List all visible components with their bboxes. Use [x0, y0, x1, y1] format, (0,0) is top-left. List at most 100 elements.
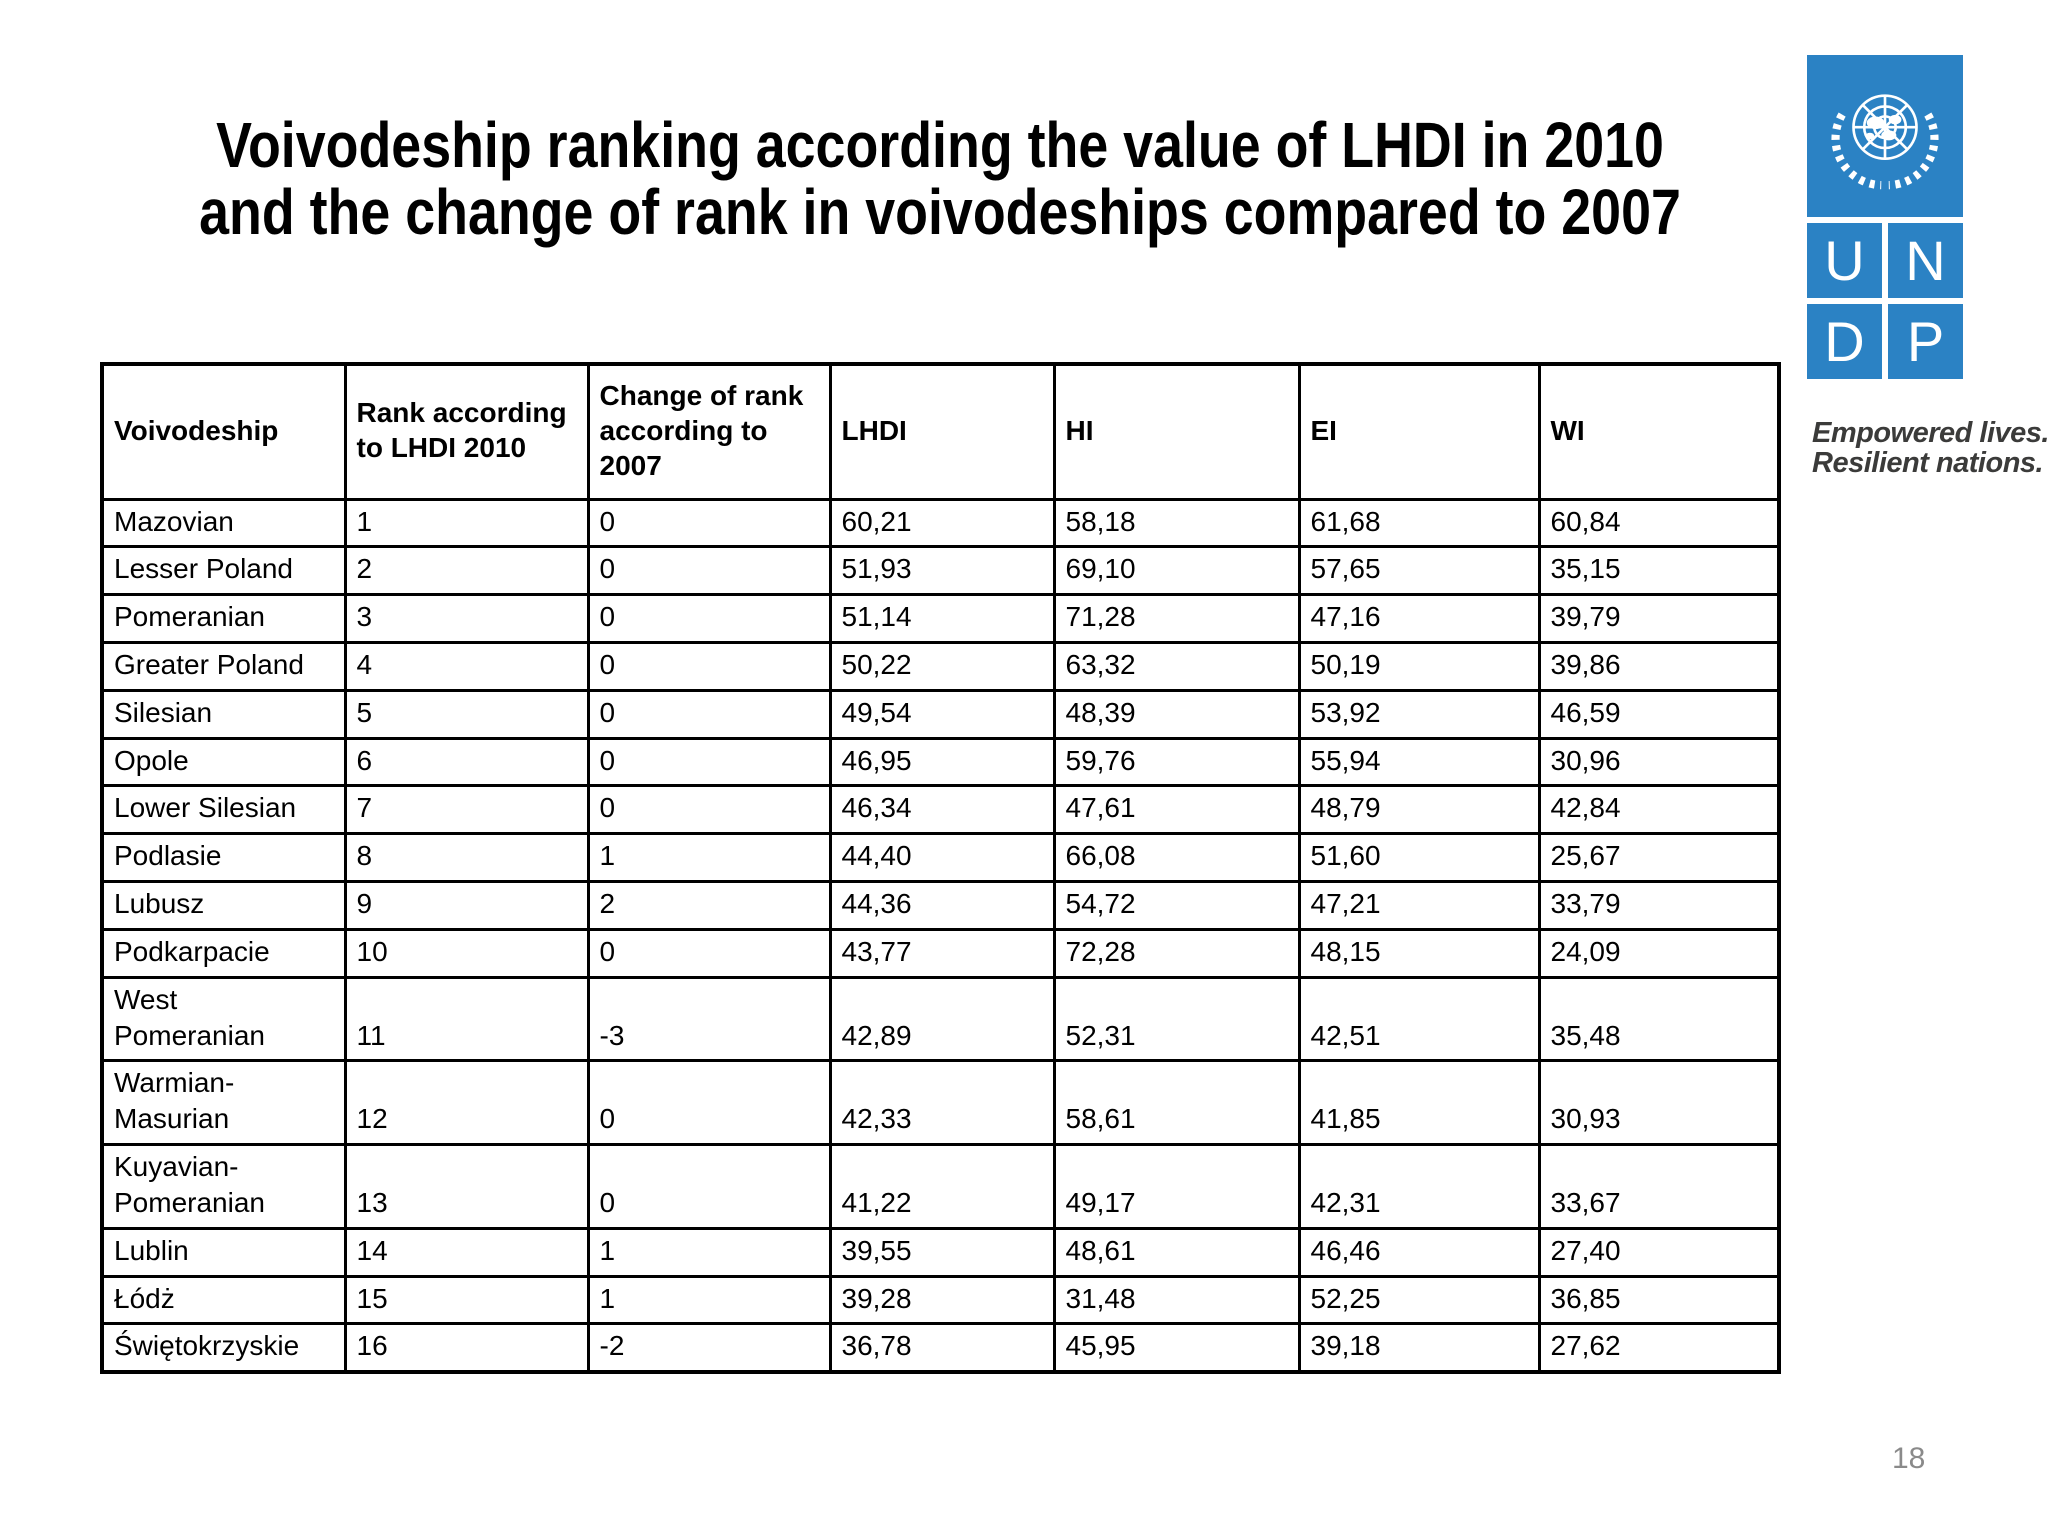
- cell-lhdi: 39,28: [828, 1274, 1056, 1326]
- cell-lhdi: 51,14: [828, 593, 1056, 644]
- cell-rank: 15: [343, 1274, 590, 1326]
- cell-change: -3: [586, 975, 832, 1063]
- cell-change: 0: [586, 593, 832, 644]
- cell-voivodeship: Greater Poland: [100, 640, 347, 692]
- cell-ei: 42,51: [1297, 975, 1541, 1063]
- table-row: Podlasie 8 1 44,40 66,08 51,60 25,67: [100, 832, 1781, 884]
- cell-lhdi: 60,21: [828, 497, 1056, 549]
- cell-rank: 5: [343, 688, 590, 740]
- table-row: Lower Silesian 7 0 46,34 47,61 48,79 42,84: [100, 784, 1781, 836]
- table-row: Greater Poland 4 0 50,22 63,32 50,19 39,86: [100, 640, 1781, 692]
- undp-letter-u: U: [1807, 223, 1882, 298]
- cell-ei: 47,21: [1297, 880, 1541, 931]
- cell-change: 1: [586, 832, 832, 884]
- cell-change: 0: [586, 1143, 832, 1230]
- cell-voivodeship: Świętokrzyskie: [100, 1322, 347, 1374]
- undp-tagline-line2: Resilient nations.: [1812, 447, 2044, 479]
- cell-ei: 51,60: [1297, 832, 1541, 884]
- header-rank: Rank according to LHDI 2010: [343, 362, 590, 501]
- cell-ei: 52,25: [1297, 1274, 1541, 1326]
- header-change: Change of rank according to 2007: [586, 362, 832, 501]
- slide-title-line1: Voivodeship ranking according the value …: [216, 109, 1664, 181]
- cell-wi: 35,15: [1537, 545, 1781, 597]
- cell-ei: 47,16: [1297, 593, 1541, 644]
- cell-ei: 57,65: [1297, 545, 1541, 597]
- cell-voivodeship: Lesser Poland: [100, 545, 347, 597]
- cell-hi: 48,61: [1052, 1226, 1301, 1278]
- lhdi-ranking-table: Voivodeship Rank according to LHDI 2010 …: [100, 362, 1781, 1375]
- table-row: Kuyavian- Pomeranian 13 0 41,22 49,17 42,31 33…: [100, 1143, 1781, 1230]
- table-row: Lubusz 9 2 44,36 54,72 47,21 33,79: [100, 880, 1781, 931]
- cell-wi: 27,62: [1537, 1322, 1781, 1374]
- cell-lhdi: 44,36: [828, 880, 1056, 931]
- undp-letter-n: N: [1888, 223, 1963, 298]
- cell-wi: 46,59: [1537, 688, 1781, 740]
- cell-hi: 31,48: [1052, 1274, 1301, 1326]
- cell-lhdi: 43,77: [828, 927, 1056, 979]
- cell-change: 0: [586, 640, 832, 692]
- cell-wi: 60,84: [1537, 497, 1781, 549]
- cell-rank: 8: [343, 832, 590, 884]
- cell-lhdi: 49,54: [828, 688, 1056, 740]
- cell-ei: 48,15: [1297, 927, 1541, 979]
- header-lhdi: LHDI: [828, 362, 1056, 501]
- cell-lhdi: 44,40: [828, 832, 1056, 884]
- cell-rank: 2: [343, 545, 590, 597]
- cell-ei: 53,92: [1297, 688, 1541, 740]
- cell-change: 0: [586, 736, 832, 788]
- cell-voivodeship: Lubusz: [100, 880, 347, 931]
- cell-ei: 48,79: [1297, 784, 1541, 836]
- cell-change: 0: [586, 1059, 832, 1147]
- cell-change: 1: [586, 1274, 832, 1326]
- table-row: Silesian 5 0 49,54 48,39 53,92 46,59: [100, 688, 1781, 740]
- cell-change: 0: [586, 784, 832, 836]
- cell-wi: 30,96: [1537, 736, 1781, 788]
- table-row: Warmian- Masurian 12 0 42,33 58,61 41,85 30,93: [100, 1059, 1781, 1147]
- cell-voivodeship: Mazovian: [100, 497, 347, 549]
- table-body: Mazovian 1 0 60,21 58,18 61,68 60,84 Lesser Pol…: [100, 497, 1781, 1374]
- table-row: Pomeranian 3 0 51,14 71,28 47,16 39,79: [100, 593, 1781, 644]
- cell-ei: 42,31: [1297, 1143, 1541, 1230]
- page-number: 18: [1892, 1442, 1926, 1475]
- cell-rank: 16: [343, 1322, 590, 1374]
- cell-hi: 69,10: [1052, 545, 1301, 597]
- un-emblem-icon: [1807, 55, 1963, 217]
- cell-hi: 58,18: [1052, 497, 1301, 549]
- cell-rank: 14: [343, 1226, 590, 1278]
- cell-change: -2: [586, 1322, 832, 1374]
- cell-lhdi: 39,55: [828, 1226, 1056, 1278]
- cell-change: 1: [586, 1226, 832, 1278]
- cell-rank: 3: [343, 593, 590, 644]
- cell-wi: 27,40: [1537, 1226, 1781, 1278]
- slide-title-line2: and the change of rank in voivodeships c…: [199, 176, 1681, 248]
- cell-voivodeship: Warmian- Masurian: [100, 1059, 347, 1147]
- cell-hi: 59,76: [1052, 736, 1301, 788]
- cell-change: 0: [586, 688, 832, 740]
- cell-wi: 36,85: [1537, 1274, 1781, 1326]
- cell-lhdi: 46,95: [828, 736, 1056, 788]
- cell-hi: 71,28: [1052, 593, 1301, 644]
- cell-wi: 30,93: [1537, 1059, 1781, 1147]
- table-row: Świętokrzyskie 16 -2 36,78 45,95 39,18 27,62: [100, 1322, 1781, 1374]
- table-row: Łódż 15 1 39,28 31,48 52,25 36,85: [100, 1274, 1781, 1326]
- undp-logo: U N D P: [1807, 55, 1963, 379]
- cell-hi: 45,95: [1052, 1322, 1301, 1374]
- cell-ei: 55,94: [1297, 736, 1541, 788]
- cell-voivodeship: West Pomeranian: [100, 975, 347, 1063]
- cell-rank: 1: [343, 497, 590, 549]
- cell-ei: 46,46: [1297, 1226, 1541, 1278]
- cell-hi: 52,31: [1052, 975, 1301, 1063]
- cell-voivodeship: Pomeranian: [100, 593, 347, 644]
- cell-lhdi: 42,33: [828, 1059, 1056, 1147]
- cell-wi: 25,67: [1537, 832, 1781, 884]
- cell-voivodeship: Kuyavian- Pomeranian: [100, 1143, 347, 1230]
- cell-wi: 33,67: [1537, 1143, 1781, 1230]
- cell-hi: 48,39: [1052, 688, 1301, 740]
- cell-lhdi: 46,34: [828, 784, 1056, 836]
- table-row: Podkarpacie 10 0 43,77 72,28 48,15 24,09: [100, 927, 1781, 979]
- cell-voivodeship: Podkarpacie: [100, 927, 347, 979]
- cell-voivodeship: Łódż: [100, 1274, 347, 1326]
- cell-lhdi: 41,22: [828, 1143, 1056, 1230]
- cell-ei: 41,85: [1297, 1059, 1541, 1147]
- cell-rank: 6: [343, 736, 590, 788]
